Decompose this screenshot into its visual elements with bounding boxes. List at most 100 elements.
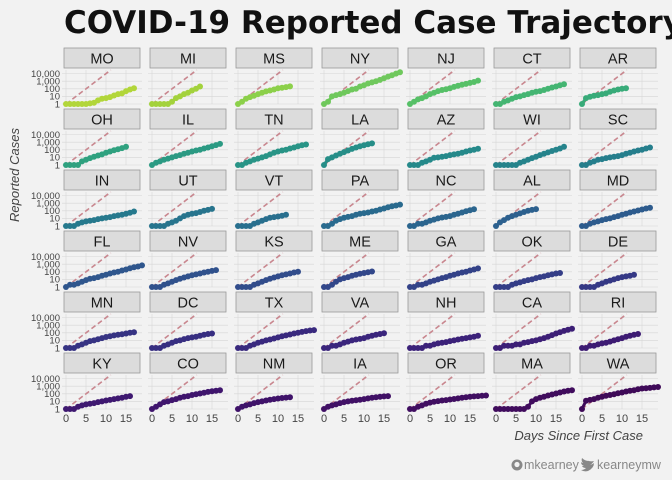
reference-line [151,191,198,227]
facet-label: CO [177,357,199,373]
data-point [475,265,481,272]
facet-strip [321,108,399,130]
data-point [483,392,489,399]
facet-label: CA [522,296,542,312]
facet-label: MN [91,296,114,312]
reference-line [409,252,456,288]
facet-strip [63,291,141,313]
y-tick-label: 1 [55,343,60,354]
facet-label: OR [435,357,457,373]
data-point [623,85,629,92]
facet-strip [63,230,141,252]
data-point [475,332,481,339]
data-point [169,98,175,105]
facet-panel-ny: NY [320,47,403,107]
facet-panel-oh: OH [62,108,142,168]
y-tick-label: 10 [49,275,60,286]
facet-strip [493,169,571,191]
data-point [127,393,133,400]
x-tick-label: 10 [616,413,628,425]
data-point [475,77,481,84]
reference-line [237,252,284,288]
facet-panels: MO MI MS NY NJ CT AR OH IL TN LA AZ WI SC IN UT VT PA NC AL… [62,47,661,412]
facet-label: MA [521,357,543,373]
y-tick-label: 100 [44,267,60,278]
facet-strip [407,230,485,252]
data-point [321,162,327,168]
y-tick-label: 10 [49,336,60,347]
x-tick-label: 15 [292,413,304,425]
reference-line [409,130,456,166]
y-tick-label: 1,000 [36,199,60,210]
facet-strip [579,108,657,130]
x-tick-label: 10 [186,413,198,425]
facet-strip [493,108,571,130]
facet-label: NH [436,296,457,312]
data-point [631,271,637,278]
x-tick-label: 15 [120,413,132,425]
facet-label: AZ [437,113,456,129]
data-point [655,384,661,390]
x-tick-label: 10 [100,413,112,425]
reference-line [495,252,542,288]
facet-label: AL [523,174,541,190]
x-tick-label: 5 [255,413,261,425]
data-point [131,329,137,336]
x-tick-label: 15 [464,413,476,425]
facet-strip [235,230,313,252]
facet-label: NC [436,174,457,190]
x-tick-label: 5 [513,413,519,425]
reference-line [65,191,112,227]
data-point [381,330,387,337]
facet-panel-nv: NV [148,230,228,290]
y-tick-label: 100 [44,328,60,339]
y-tick-label: 1,000 [36,77,60,88]
facet-panel-il: IL [148,108,228,168]
facet-panel-me: ME [320,230,400,290]
facet-strip [235,352,313,374]
github-icon-inner [514,461,520,468]
chart-title: COVID-19 Reported Case Trajectory by Sta [64,5,672,41]
facet-label: FL [94,235,111,251]
reference-line [495,374,542,410]
data-point [635,331,641,337]
facet-label: TX [265,296,284,312]
facet-label: KS [264,235,283,251]
facet-panel-ok: OK [492,230,572,290]
x-tick-label: 0 [321,413,327,425]
x-tick-label: 0 [235,413,241,425]
y-tick-label: 10 [49,214,60,225]
facet-label: OK [522,235,543,251]
x-tick-label: 15 [378,413,390,425]
facet-label: MS [263,52,285,68]
x-tick-label: 0 [407,413,413,425]
data-point [217,387,223,394]
data-point [75,162,81,168]
caption: mkearney kearneymw [511,458,662,472]
facet-panel-or: OR [406,352,489,412]
y-tick-label: 1,000 [36,382,60,393]
facet-label: MD [607,174,630,190]
facet-panel-ia: IA [320,352,400,412]
data-point [525,403,531,410]
facet-strip [149,47,227,69]
facet-label: MO [90,52,113,68]
data-point [287,83,293,90]
facet-strip [321,169,399,191]
reference-line [409,313,456,349]
x-tick-label: 15 [636,413,648,425]
data-point [217,140,223,147]
facet-strip [235,47,313,69]
facet-panel-ca: CA [492,291,575,351]
data-point [139,262,145,269]
facet-strip [407,352,485,374]
data-point [471,206,477,213]
data-point [647,144,653,151]
facet-strip [493,291,571,313]
data-point [311,327,317,334]
facet-label: IN [95,174,110,190]
data-point [385,393,391,400]
facet-label: DC [178,296,199,312]
panel-background [234,192,314,226]
facet-strip [579,352,657,374]
